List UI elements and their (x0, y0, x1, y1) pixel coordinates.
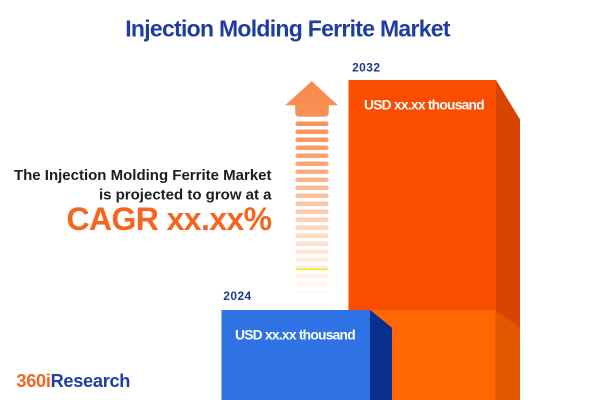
svg-text:is projected to grow at a: is projected to grow at a (99, 187, 272, 204)
svg-text:2032: 2032 (352, 60, 380, 74)
svg-text:360iResearch: 360iResearch (16, 371, 130, 391)
svg-text:USD xx.xx thousand: USD xx.xx thousand (364, 98, 484, 113)
svg-text:Injection Molding Ferrite Mark: Injection Molding Ferrite Market (125, 16, 451, 42)
svg-text:2024: 2024 (223, 289, 251, 303)
svg-text:USD xx.xx thousand: USD xx.xx thousand (235, 328, 355, 343)
svg-text:CAGR xx.xx%: CAGR xx.xx% (66, 201, 271, 237)
svg-text:The Injection Molding Ferrite: The Injection Molding Ferrite Market (14, 167, 272, 184)
